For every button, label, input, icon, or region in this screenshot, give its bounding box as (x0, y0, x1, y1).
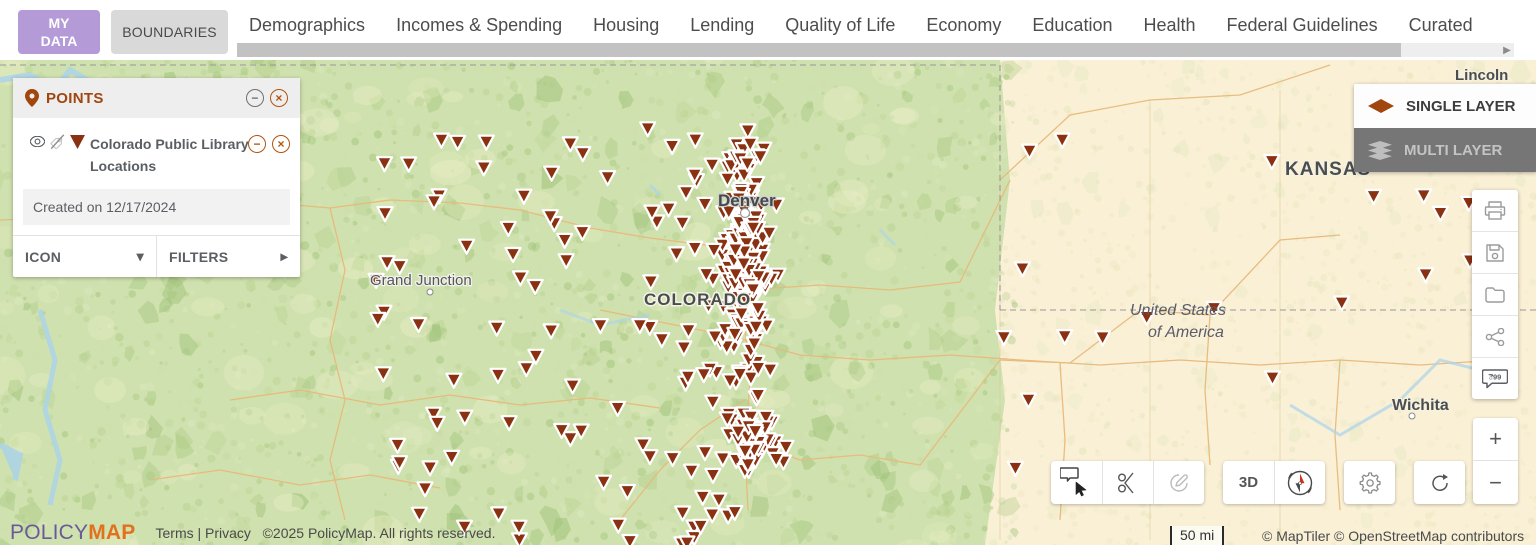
svg-text:United States: United States (1130, 302, 1226, 319)
svg-text:Wichita: Wichita (1392, 397, 1449, 414)
svg-text:Lincoln: Lincoln (1455, 67, 1508, 84)
svg-text:of America: of America (1148, 324, 1224, 341)
svg-text:Denver: Denver (718, 191, 776, 210)
svg-text:COLORADO: COLORADO (644, 290, 751, 309)
svg-text:Grand Junction: Grand Junction (370, 272, 472, 289)
svg-text:ెె99: ెె99 (1488, 372, 1501, 381)
